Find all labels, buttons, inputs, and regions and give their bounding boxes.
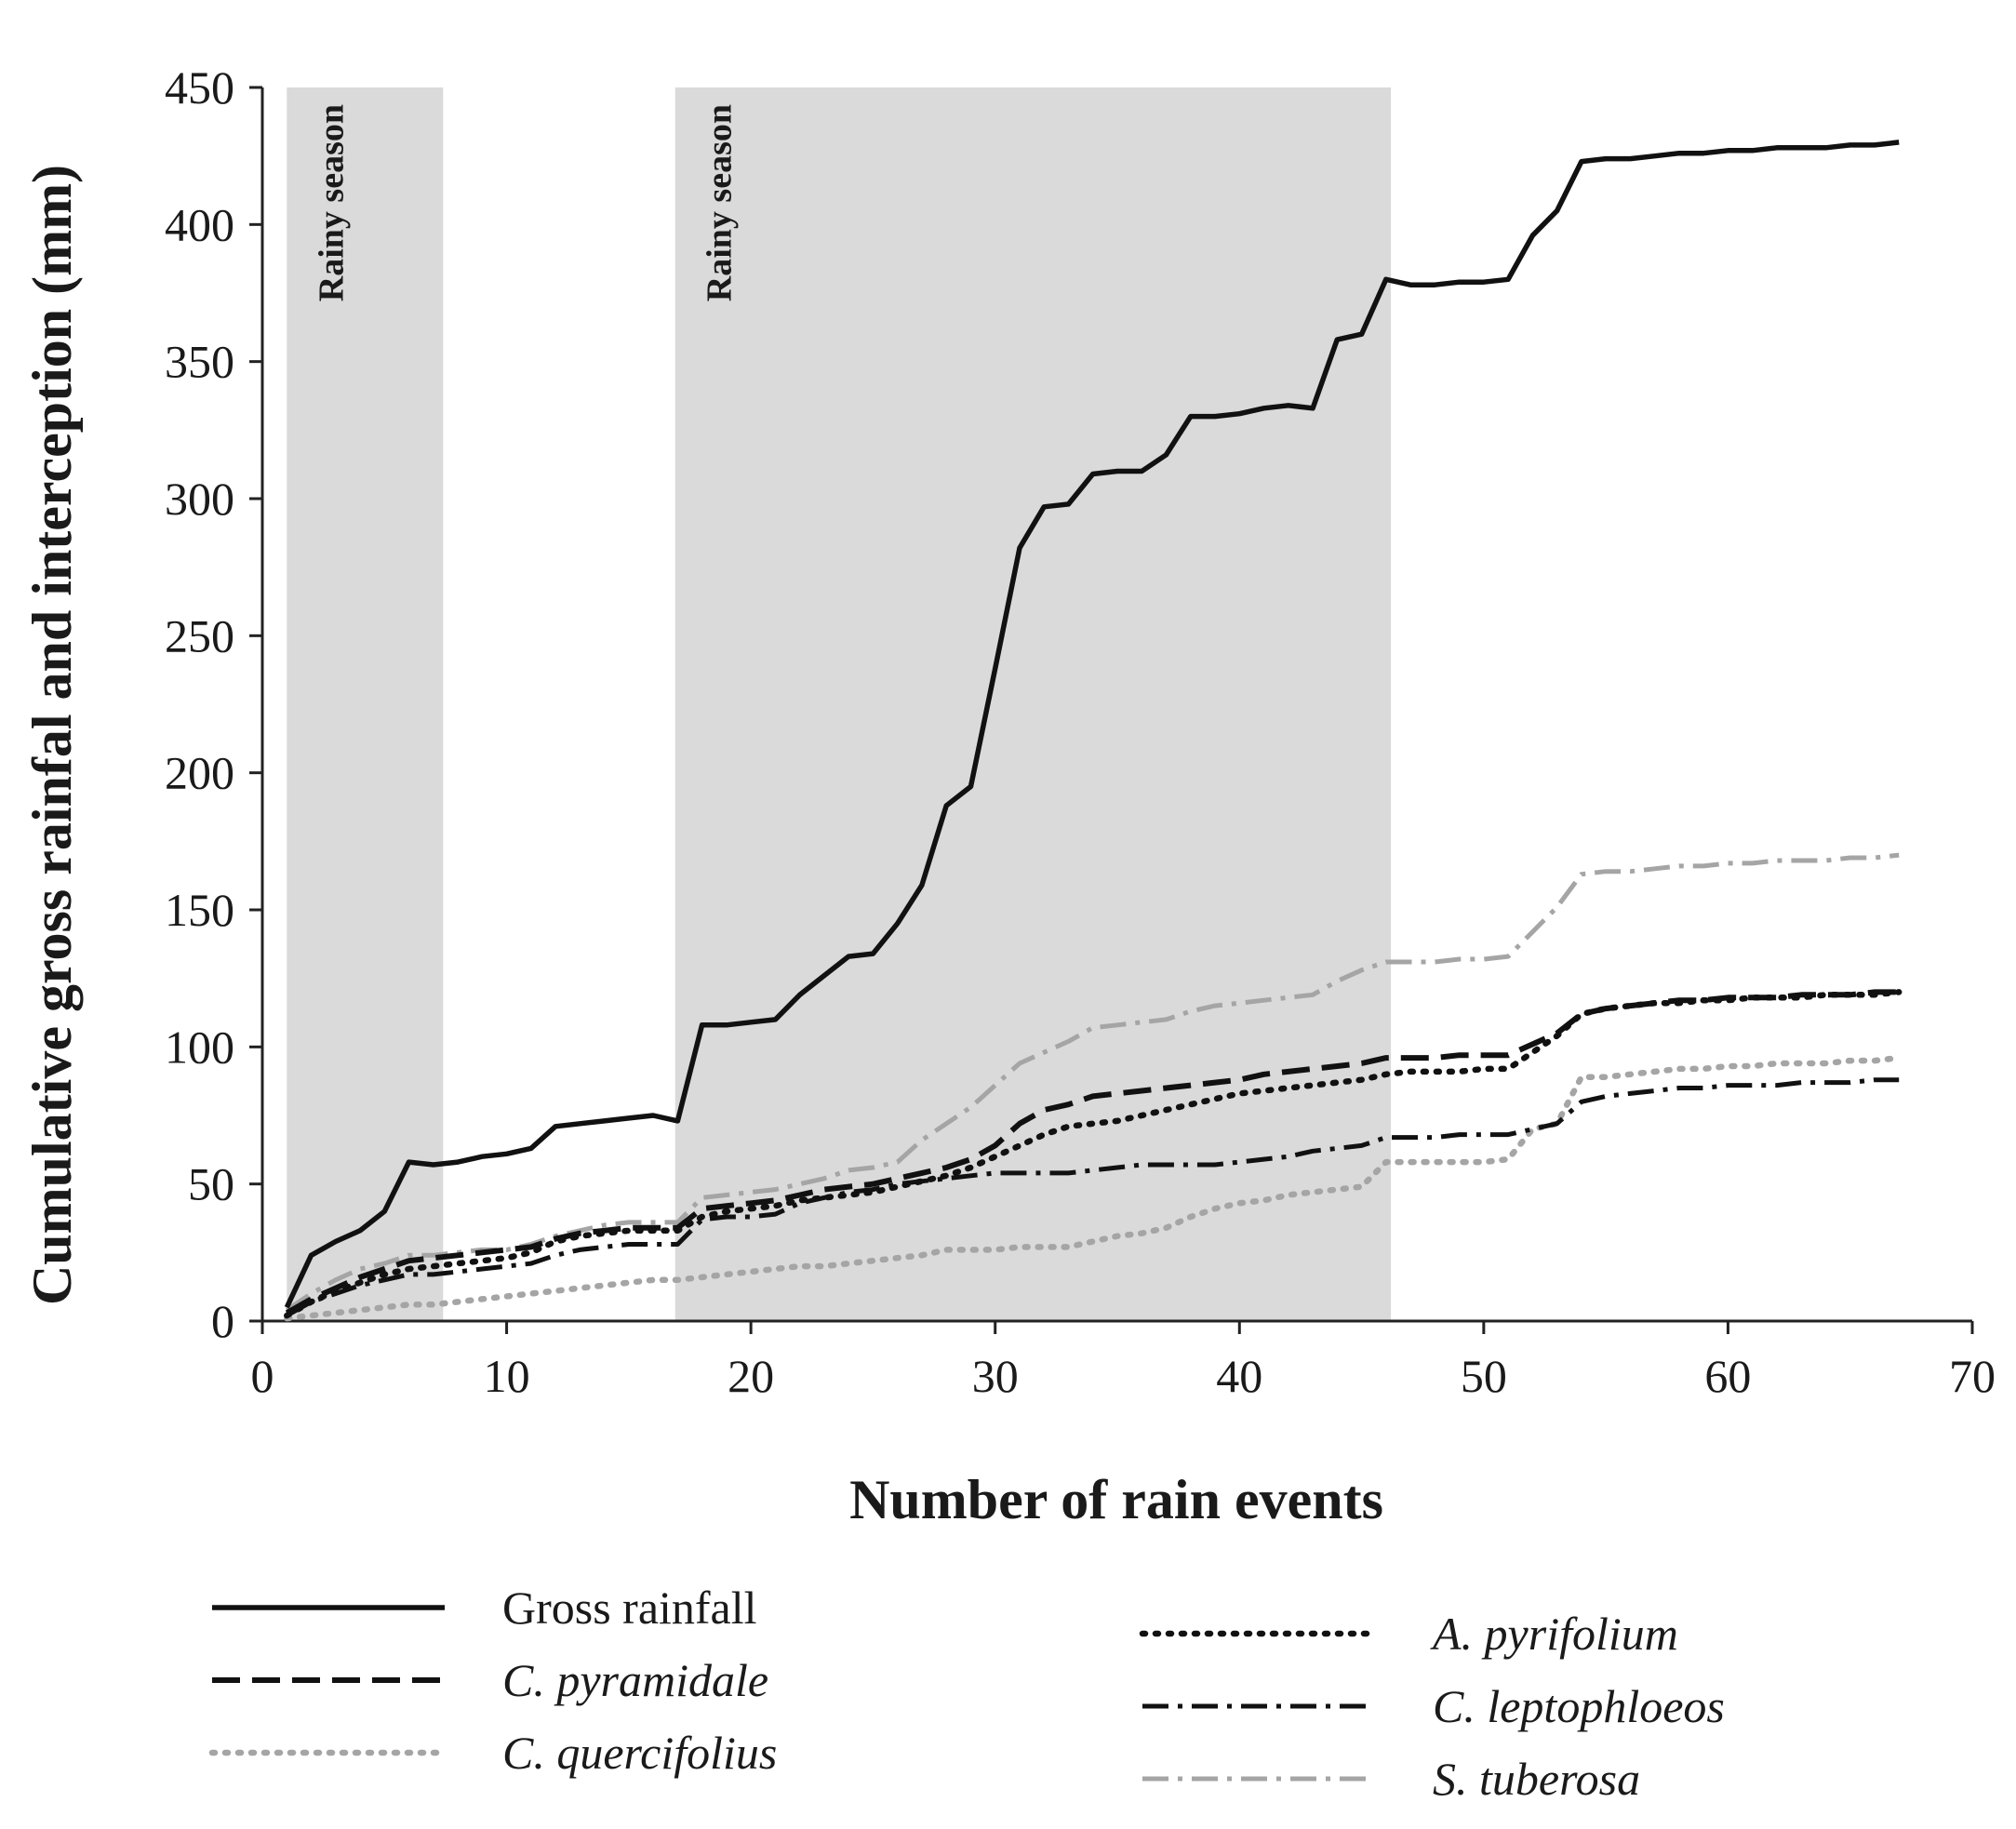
x-tick-label: 40 <box>1216 1350 1262 1402</box>
rainy-season-label: Rainy season <box>312 104 351 301</box>
y-tick-label: 0 <box>211 1295 234 1347</box>
legend-label: C. pyramidale <box>502 1654 768 1706</box>
series-line-c-leptophloeos <box>286 1077 1900 1318</box>
series-line-a-pyrifolium <box>284 989 1903 1319</box>
y-tick-label: 250 <box>165 609 234 661</box>
y-tick-label: 150 <box>165 884 234 936</box>
x-tick-label: 60 <box>1704 1350 1751 1402</box>
x-tick-label: 30 <box>972 1350 1019 1402</box>
rainy-season-region <box>674 87 1392 1321</box>
legend-label: C. leptophloeos <box>1433 1680 1725 1732</box>
y-axis-title: Cumulative gross rainfal and interceptio… <box>21 165 83 1305</box>
axis-labels: Number of rain events Cumulative gross r… <box>21 165 1383 1530</box>
legend-label: C. quercifolius <box>502 1727 777 1779</box>
shaded-regions: Rainy season Rainy season <box>287 87 1392 1321</box>
y-tick-label: 450 <box>165 61 234 113</box>
x-tick-label: 70 <box>1949 1350 1996 1402</box>
rainy-season-region <box>287 87 444 1321</box>
series-lines <box>284 140 1903 1322</box>
series-line-c-quercifolius <box>284 1054 1903 1322</box>
legend-label: A. pyrifolium <box>1430 1608 1678 1660</box>
y-tick-label: 300 <box>165 473 234 525</box>
x-tick-label: 50 <box>1461 1350 1507 1402</box>
y-tick-label: 400 <box>165 198 234 250</box>
rainy-season-label: Rainy season <box>701 104 740 301</box>
legend: Gross rainfall C. pyramidale C. quercifoli… <box>208 1582 1725 1805</box>
series-line-gross-rainfall <box>284 140 1900 1309</box>
x-tick-label: 20 <box>728 1350 774 1402</box>
legend-label: S. tuberosa <box>1433 1753 1640 1805</box>
x-tick-label: 10 <box>484 1350 530 1402</box>
y-tick-label: 200 <box>165 747 234 799</box>
axes: 0 50 100 150 200 250 300 350 400 450 0 10 20 30 40 50 60… <box>165 61 1996 1402</box>
legend-label: Gross rainfall <box>502 1582 757 1634</box>
y-tick-label: 100 <box>165 1021 234 1073</box>
y-tick-label: 350 <box>165 336 234 388</box>
y-tick-label: 50 <box>188 1158 234 1210</box>
x-tick-label: 0 <box>251 1350 274 1402</box>
x-axis-title: Number of rain events <box>849 1469 1383 1530</box>
